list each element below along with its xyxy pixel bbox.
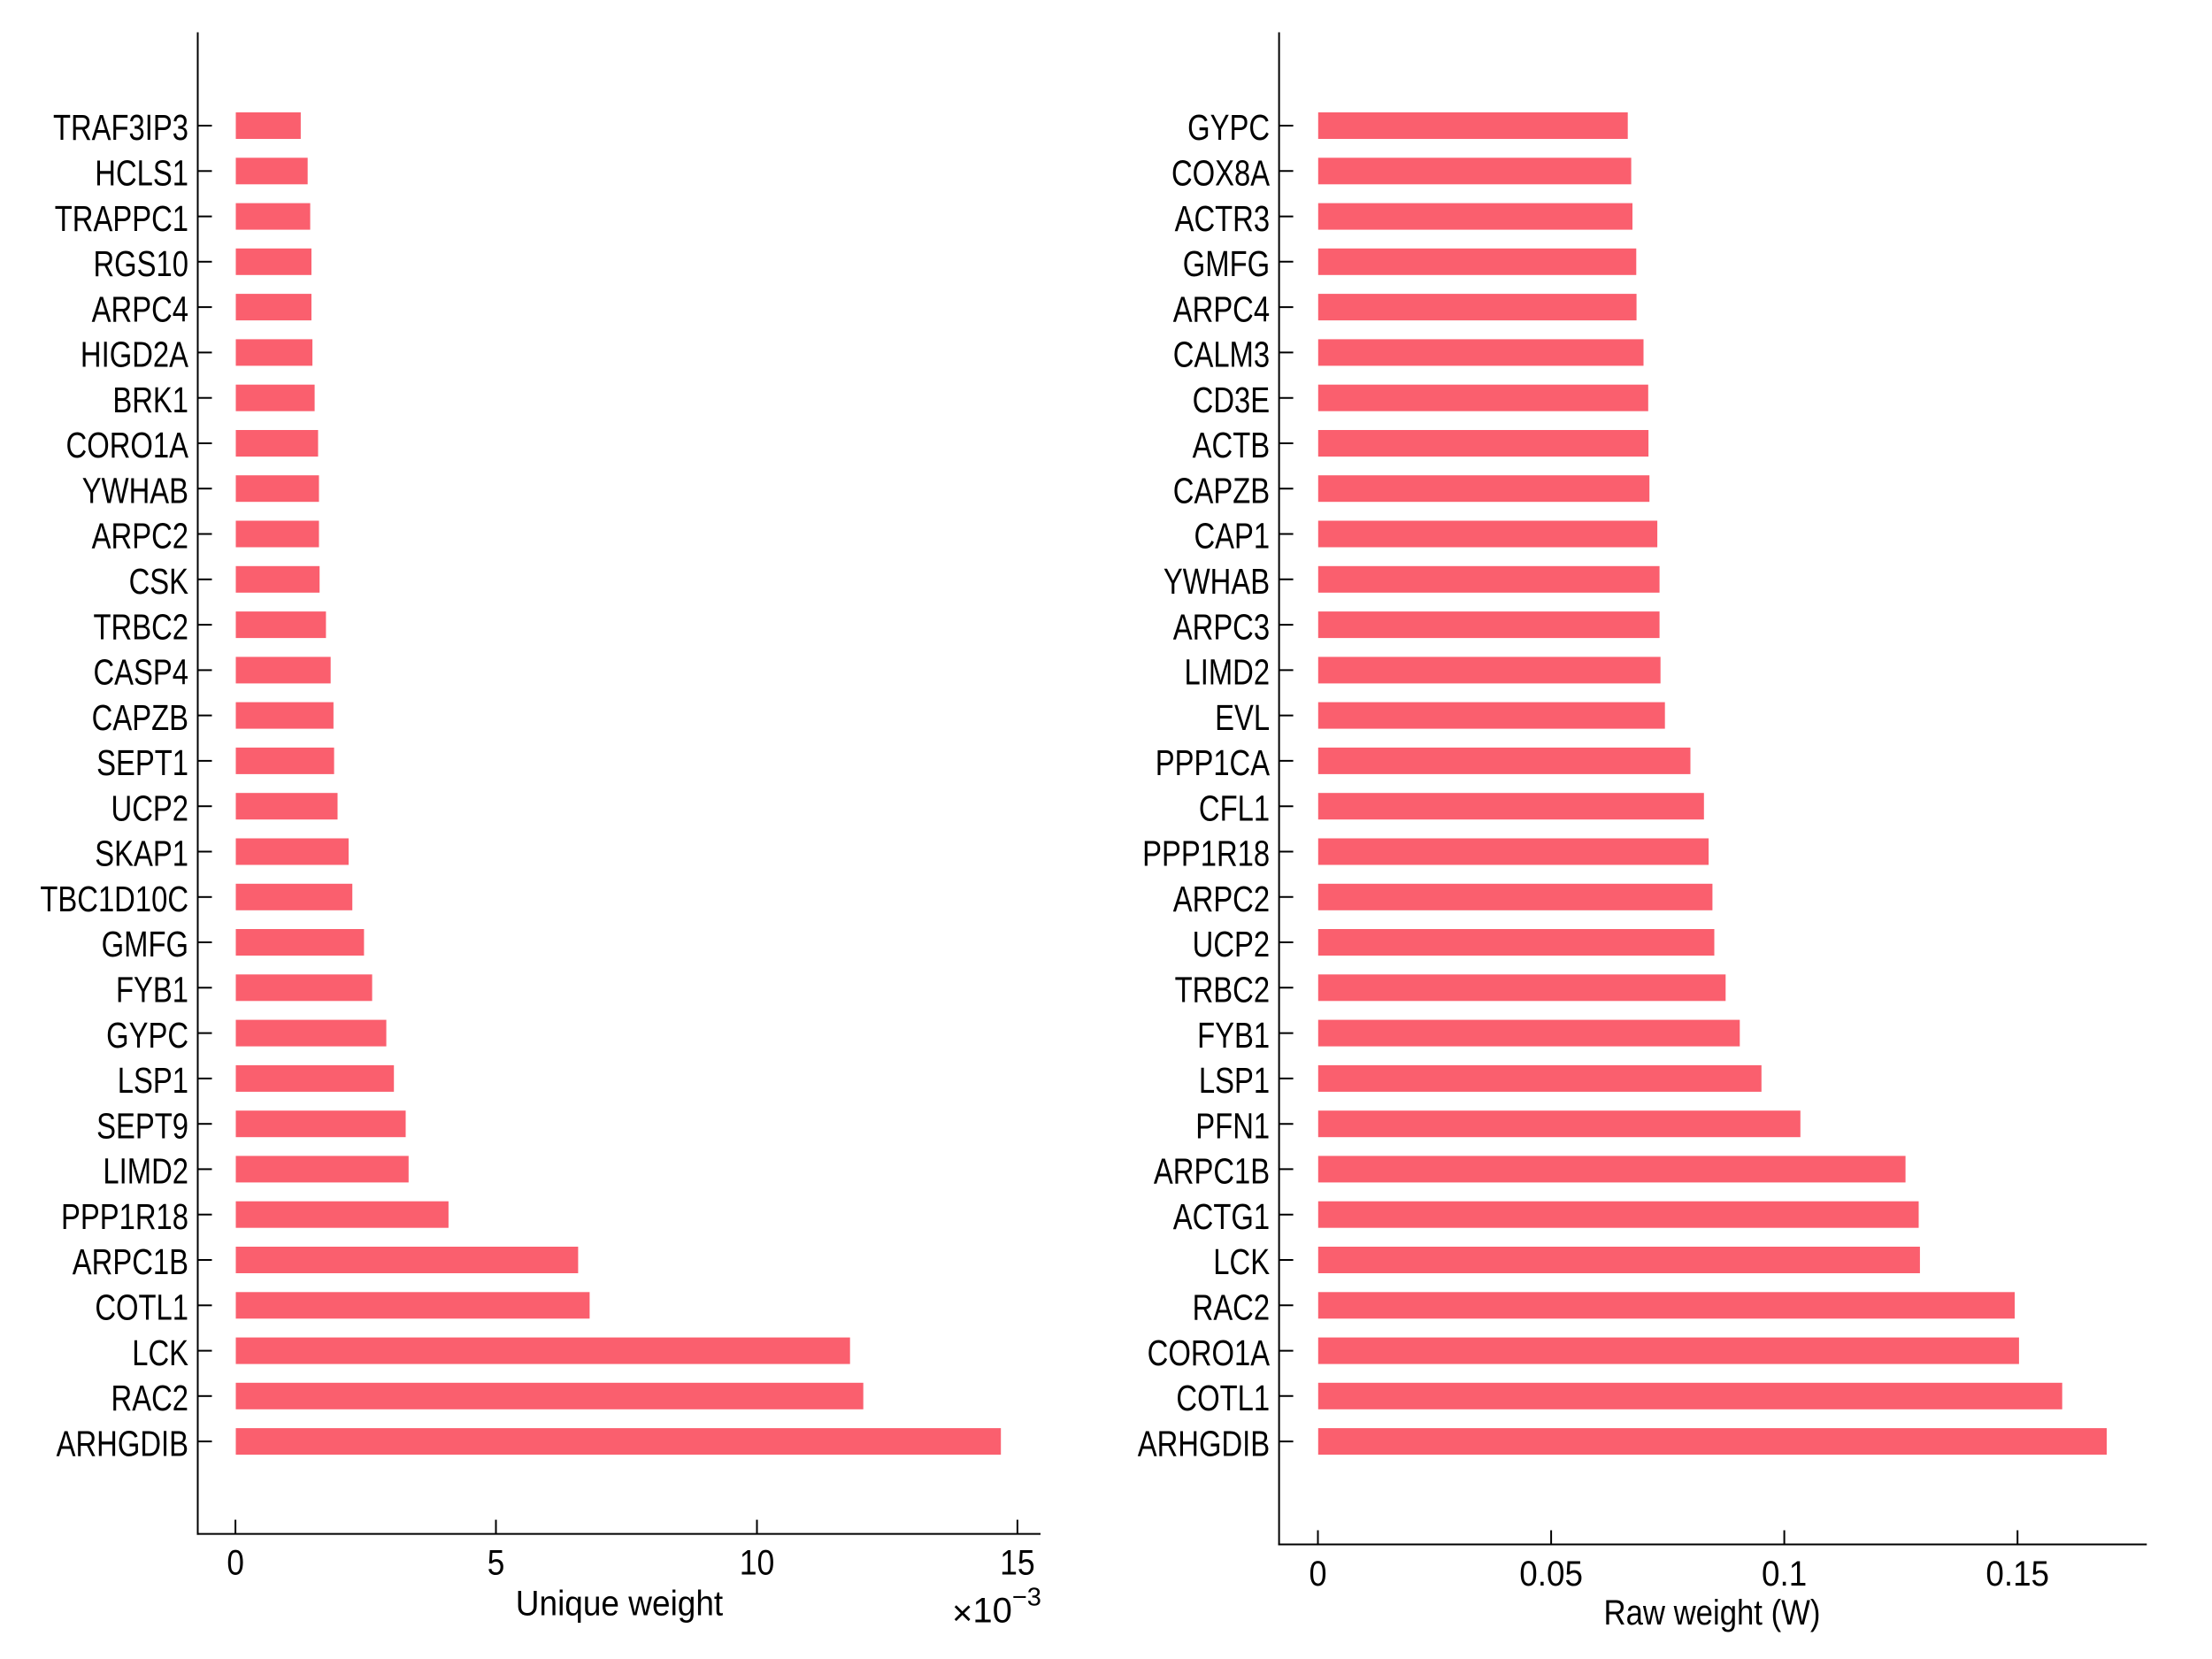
svg-text:ACTR3: ACTR3	[1175, 197, 1270, 238]
svg-text:ACTG1: ACTG1	[1173, 1195, 1270, 1236]
svg-text:CALM3: CALM3	[1173, 334, 1270, 374]
svg-text:FYB1: FYB1	[116, 969, 188, 1010]
svg-text:ARPC4: ARPC4	[92, 288, 188, 329]
svg-text:Raw weight (W): Raw weight (W)	[1604, 1592, 1821, 1632]
svg-text:0.15: 0.15	[1985, 1555, 2049, 1594]
svg-text:UCP2: UCP2	[111, 787, 188, 828]
svg-text:EVL: EVL	[1215, 696, 1270, 737]
svg-text:SEPT1: SEPT1	[96, 742, 188, 783]
svg-text:0: 0	[227, 1543, 244, 1583]
svg-text:LCK: LCK	[132, 1332, 188, 1372]
svg-text:GYPC: GYPC	[106, 1014, 188, 1055]
svg-text:5: 5	[488, 1543, 505, 1583]
svg-text:HIGD2A: HIGD2A	[81, 334, 188, 374]
svg-text:Unique weight: Unique weight	[516, 1584, 724, 1624]
svg-text:ACTB: ACTB	[1193, 425, 1270, 465]
svg-text:PFN1: PFN1	[1195, 1105, 1270, 1146]
svg-text:ARPC1B: ARPC1B	[73, 1241, 188, 1282]
svg-text:10: 10	[740, 1544, 775, 1583]
svg-text:PPP1CA: PPP1CA	[1156, 742, 1271, 783]
svg-text:CAPZB: CAPZB	[92, 696, 188, 737]
svg-text:ARHGDIB: ARHGDIB	[57, 1423, 188, 1463]
svg-text:CORO1A: CORO1A	[66, 425, 189, 465]
svg-text:CD3E: CD3E	[1193, 379, 1270, 419]
svg-text:COTL1: COTL1	[1176, 1377, 1270, 1417]
svg-text:0: 0	[1309, 1555, 1326, 1594]
svg-text:PPP1R18: PPP1R18	[61, 1195, 188, 1236]
svg-text:CAPZB: CAPZB	[1173, 470, 1270, 511]
svg-text:PPP1R18: PPP1R18	[1142, 833, 1270, 873]
svg-text:LCK: LCK	[1213, 1241, 1270, 1282]
svg-text:SKAP1: SKAP1	[95, 833, 188, 873]
svg-text:LSP1: LSP1	[1199, 1060, 1270, 1101]
svg-text:0.05: 0.05	[1519, 1555, 1583, 1594]
svg-text:LSP1: LSP1	[118, 1060, 188, 1101]
svg-text:RAC2: RAC2	[1193, 1286, 1270, 1327]
svg-text:HCLS1: HCLS1	[95, 152, 188, 193]
svg-text:TRBC2: TRBC2	[94, 606, 188, 647]
svg-text:YWHAB: YWHAB	[82, 470, 188, 511]
svg-text:CFL1: CFL1	[1199, 787, 1270, 828]
svg-text:15: 15	[1000, 1544, 1035, 1583]
svg-text:UCP2: UCP2	[1193, 924, 1270, 964]
svg-text:RAC2: RAC2	[111, 1377, 188, 1417]
svg-text:ARPC4: ARPC4	[1173, 288, 1270, 329]
svg-text:ARPC2: ARPC2	[92, 515, 188, 556]
svg-text:LIMD2: LIMD2	[1185, 651, 1271, 692]
svg-text:CASP4: CASP4	[93, 651, 188, 692]
svg-text:ARHGDIB: ARHGDIB	[1138, 1423, 1270, 1463]
svg-text:YWHAB: YWHAB	[1164, 560, 1270, 601]
svg-text:SEPT9: SEPT9	[96, 1105, 188, 1146]
svg-text:LIMD2: LIMD2	[103, 1150, 188, 1191]
svg-text:TRAF3IP3: TRAF3IP3	[53, 107, 188, 148]
svg-text:ARPC3: ARPC3	[1173, 606, 1270, 647]
svg-text:GMFG: GMFG	[1183, 242, 1270, 283]
svg-text:COX8A: COX8A	[1171, 152, 1270, 193]
svg-text:ARPC2: ARPC2	[1173, 878, 1270, 918]
svg-text:CORO1A: CORO1A	[1148, 1332, 1271, 1372]
svg-text:COTL1: COTL1	[95, 1286, 188, 1327]
svg-text:RGS10: RGS10	[93, 242, 188, 283]
svg-text:ARPC1B: ARPC1B	[1154, 1150, 1270, 1191]
svg-text:TBC1D10C: TBC1D10C	[40, 878, 188, 918]
svg-text:FYB1: FYB1	[1197, 1014, 1270, 1055]
svg-text:0.1: 0.1	[1762, 1555, 1807, 1594]
svg-text:BRK1: BRK1	[112, 379, 188, 419]
svg-text:CSK: CSK	[129, 560, 189, 601]
svg-text:GYPC: GYPC	[1187, 107, 1270, 148]
svg-text:CAP1: CAP1	[1194, 515, 1270, 556]
svg-text:TRAPPC1: TRAPPC1	[55, 197, 188, 238]
svg-text:GMFG: GMFG	[102, 924, 188, 964]
svg-text:TRBC2: TRBC2	[1175, 969, 1270, 1010]
